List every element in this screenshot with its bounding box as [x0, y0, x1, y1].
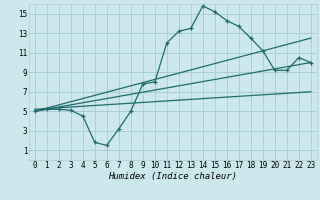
X-axis label: Humidex (Indice chaleur): Humidex (Indice chaleur)	[108, 172, 237, 181]
